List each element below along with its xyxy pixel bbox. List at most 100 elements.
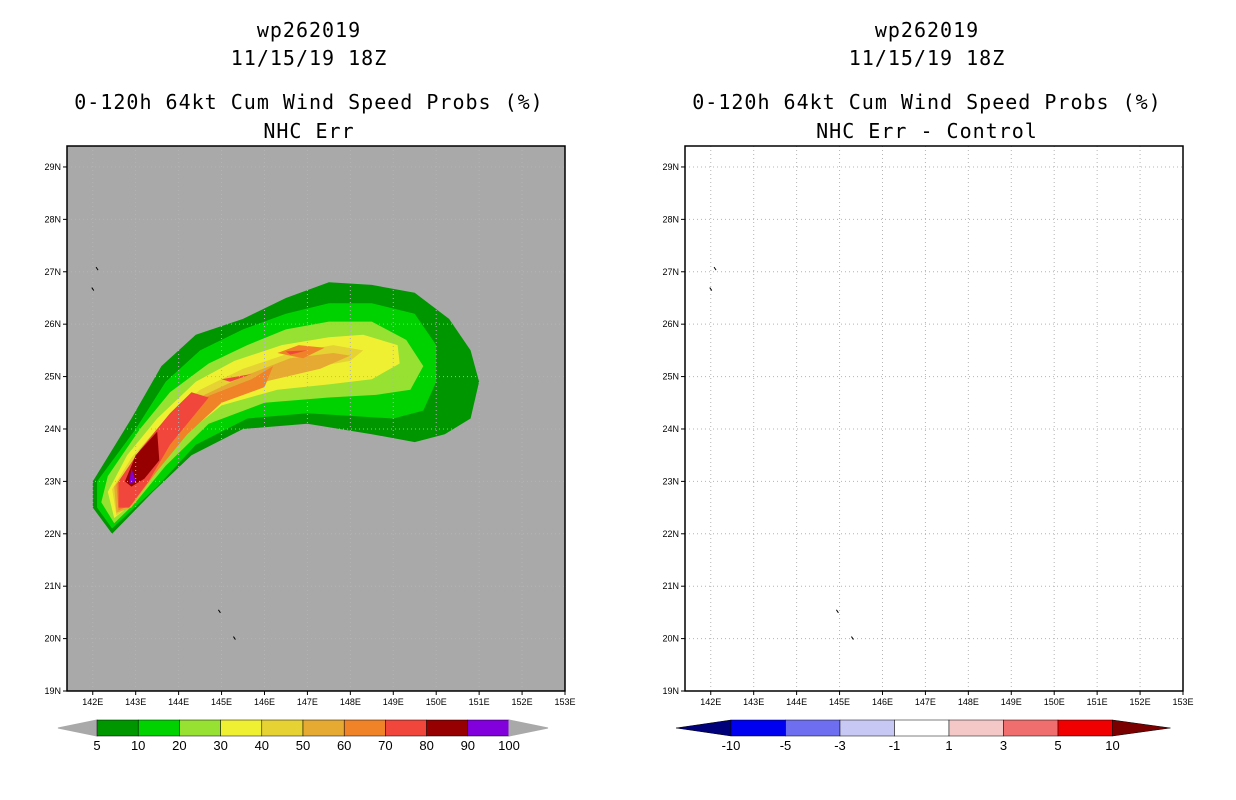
y-tick-label: 21N <box>662 581 679 591</box>
subtitle: NHC Err <box>263 119 355 143</box>
x-tick-label: 147E <box>915 697 936 707</box>
colorbar-label: -10 <box>722 738 741 753</box>
y-tick-label: 27N <box>662 267 679 277</box>
colorbar-label: -3 <box>834 738 846 753</box>
contour-70 <box>285 350 308 355</box>
colorbar-under-triangle <box>675 719 732 737</box>
colorbar-box <box>1003 719 1059 737</box>
island-mark <box>217 609 221 614</box>
contour-90 <box>129 468 136 484</box>
y-tick-label: 29N <box>44 162 61 172</box>
colorbar-label: 60 <box>337 738 351 753</box>
y-tick-label: 23N <box>662 476 679 486</box>
y-tick-label: 22N <box>662 529 679 539</box>
x-tick-label: 146E <box>872 697 893 707</box>
colorbar-label: 10 <box>1105 738 1119 753</box>
x-tick-label: 147E <box>297 697 318 707</box>
colorbar-over-triangle <box>508 719 549 737</box>
y-tick-label: 26N <box>44 319 61 329</box>
contour-80 <box>125 431 160 487</box>
y-tick-label: 19N <box>662 686 679 696</box>
x-tick-label: 148E <box>340 697 361 707</box>
y-tick-label: 24N <box>44 424 61 434</box>
plot-frame <box>684 145 1184 692</box>
colorbar-over-triangle <box>1112 719 1171 737</box>
island-mark <box>713 266 717 271</box>
x-tick-label: 143E <box>743 697 764 707</box>
colorbar-under-triangle <box>57 719 98 737</box>
island-mark <box>709 287 713 291</box>
y-tick-label: 21N <box>44 581 61 591</box>
colorbar-box <box>948 719 1004 737</box>
colorbar-label: -5 <box>780 738 792 753</box>
x-tick-label: 151E <box>1087 697 1108 707</box>
y-tick-label: 22N <box>44 529 61 539</box>
x-tick-label: 144E <box>786 697 807 707</box>
y-tick-label: 25N <box>44 372 61 382</box>
y-tick-label: 24N <box>662 424 679 434</box>
chart-nhc-err-minus-control: 142E 143E 144E 145E 146E 147E 148E 149E 150E 151E… <box>662 145 1194 753</box>
panel-nhc-err: wp262019 11/15/19 18Z 0-120h 64kt Cum Wi… <box>44 18 576 753</box>
x-tick-label: 150E <box>1044 697 1065 707</box>
island-mark <box>835 609 839 614</box>
colorbar-box <box>1057 719 1113 737</box>
colorbar-label: 80 <box>419 738 433 753</box>
y-tick-label: 25N <box>662 372 679 382</box>
x-tick-label: 144E <box>168 697 189 707</box>
colorbar-box <box>730 719 786 737</box>
x-tick-label: 145E <box>829 697 850 707</box>
x-tick-label: 153E <box>1172 697 1193 707</box>
colorbar-box <box>220 719 263 737</box>
datetime-title: 11/15/19 18Z <box>230 46 388 70</box>
colorbar-box <box>137 719 180 737</box>
colorbar-label: 30 <box>213 738 227 753</box>
product-title: 0-120h 64kt Cum Wind Speed Probs (%) <box>74 90 544 114</box>
y-tick-label: 20N <box>44 634 61 644</box>
product-title: 0-120h 64kt Cum Wind Speed Probs (%) <box>692 90 1162 114</box>
colorbar-label: 3 <box>1000 738 1007 753</box>
colorbar-label: 100 <box>498 738 520 753</box>
colorbar-box <box>839 719 895 737</box>
x-tick-label: 142E <box>82 697 103 707</box>
colorbar-box <box>426 719 469 737</box>
colorbar-label: 5 <box>93 738 100 753</box>
x-tick-label: 142E <box>700 697 721 707</box>
island-mark <box>91 287 95 291</box>
colorbar-box <box>894 719 950 737</box>
y-tick-label: 19N <box>44 686 61 696</box>
x-tick-label: 152E <box>512 697 533 707</box>
colorbar-label: 50 <box>296 738 310 753</box>
colorbar-label: 90 <box>461 738 475 753</box>
island-mark <box>233 636 236 640</box>
colorbar-box <box>302 719 345 737</box>
x-tick-label: 153E <box>554 697 575 707</box>
colorbar-label: 1 <box>945 738 952 753</box>
colorbar-box <box>785 719 841 737</box>
y-tick-label: 28N <box>44 214 61 224</box>
colorbar-label: 5 <box>1054 738 1061 753</box>
y-tick-label: 28N <box>662 214 679 224</box>
x-tick-label: 152E <box>1130 697 1151 707</box>
x-tick-label: 143E <box>125 697 146 707</box>
x-tick-label: 150E <box>426 697 447 707</box>
y-tick-label: 20N <box>662 634 679 644</box>
contour-70 <box>221 374 252 382</box>
storm-id-title: wp262019 <box>256 18 362 42</box>
island-mark <box>851 636 854 640</box>
y-tick-label: 29N <box>662 162 679 172</box>
storm-id-title: wp262019 <box>874 18 980 42</box>
colorbar-box <box>467 719 510 737</box>
colorbar-box <box>261 719 304 737</box>
datetime-title: 11/15/19 18Z <box>848 46 1006 70</box>
y-tick-label: 23N <box>44 476 61 486</box>
chart-nhc-err: 142E 143E 144E 145E 146E 147E 148E 149E 150E 151E… <box>44 145 576 753</box>
colorbar-label: 10 <box>131 738 145 753</box>
colorbar-label: 70 <box>378 738 392 753</box>
colorbar-box <box>385 719 427 737</box>
colorbar-box <box>179 719 221 737</box>
subtitle: NHC Err - Control <box>816 119 1038 143</box>
contour-30 <box>107 334 400 519</box>
x-tick-label: 148E <box>958 697 979 707</box>
island-mark <box>95 266 99 271</box>
colorbar-label: 20 <box>172 738 186 753</box>
